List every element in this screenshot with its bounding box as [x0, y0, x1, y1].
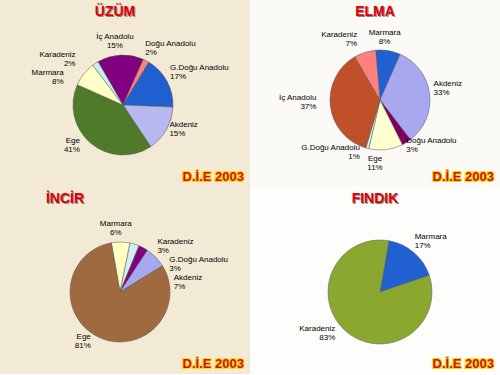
svg-text:Marmara6%: Marmara6% [100, 219, 133, 237]
svg-text:İç Anadolu37%: İç Anadolu37% [279, 93, 316, 111]
html-text:D.İ.E 2003: D.İ.E 2003 [182, 356, 244, 371]
svg-text:Karadeniz83%: Karadeniz83% [299, 324, 335, 342]
svg-text:Marmara8%: Marmara8% [32, 68, 65, 86]
svg-text:Marmara8%: Marmara8% [369, 28, 402, 46]
html-text:FINDIK: FINDIK [351, 190, 399, 206]
svg-text:Ege41%: Ege41% [64, 136, 81, 154]
svg-text:Karadeniz3%: Karadeniz3% [157, 237, 193, 255]
svg-text:İç Anadolu15%: İç Anadolu15% [96, 32, 133, 50]
svg-text:Akdeniz7%: Akdeniz7% [174, 273, 202, 291]
svg-text:Karadeniz2%: Karadeniz2% [39, 50, 75, 68]
svg-text:Ege11%: Ege11% [367, 154, 382, 172]
svg-text:Doğu Anadolu3%: Doğu Anadolu3% [406, 136, 456, 154]
svg-text:Akdeniz33%: Akdeniz33% [434, 79, 462, 97]
svg-text:Akdeniz15%: Akdeniz15% [169, 120, 197, 138]
svg-text:G.Doğu Anadolu1%: G.Doğu Anadolu1% [301, 143, 360, 161]
html-text:D.İ.E 2003: D.İ.E 2003 [432, 356, 494, 371]
html-text:D.İ.E 2003: D.İ.E 2003 [432, 169, 494, 184]
svg-text:Doğu Anadolu2%: Doğu Anadolu2% [145, 39, 195, 57]
svg-text:Karadeniz7%: Karadeniz7% [321, 30, 357, 48]
svg-text:Marmara17%: Marmara17% [415, 232, 448, 250]
html-text:ÜZÜM: ÜZÜM [94, 3, 136, 19]
html-text:İNCİR: İNCİR [45, 190, 85, 206]
html-text:ELMA: ELMA [355, 3, 395, 19]
svg-text:Ege81%: Ege81% [75, 332, 92, 350]
svg-text:G.Doğu Anadolu3%: G.Doğu Anadolu3% [169, 255, 228, 273]
html-text:D.İ.E 2003: D.İ.E 2003 [182, 169, 244, 184]
svg-text:G.Doğu Anadolu17%: G.Doğu Anadolu17% [170, 63, 229, 81]
